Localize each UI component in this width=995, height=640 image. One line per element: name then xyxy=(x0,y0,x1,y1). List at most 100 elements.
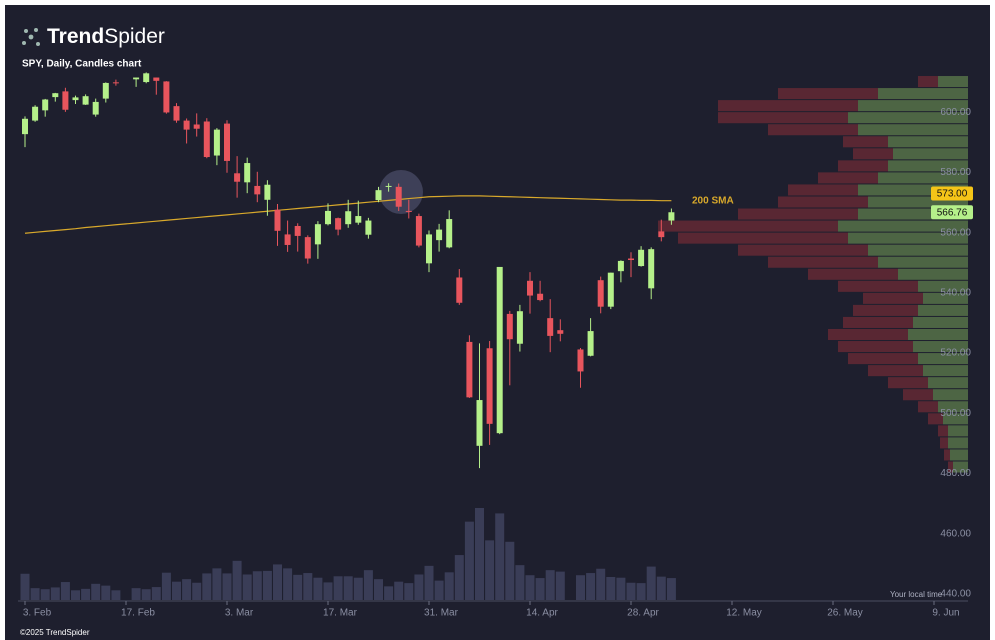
volume-bar xyxy=(414,574,424,600)
profile-down xyxy=(838,341,913,353)
candle-body xyxy=(62,91,69,110)
volume-bar xyxy=(434,580,444,600)
candle-body xyxy=(415,216,422,246)
volume-bar xyxy=(515,565,525,600)
profile-up xyxy=(898,268,968,280)
profile-down xyxy=(778,196,868,208)
volume-bar xyxy=(262,570,272,600)
profile-up xyxy=(923,292,968,304)
footer: ©2025 TrendSpider xyxy=(20,628,90,637)
volume-bar xyxy=(232,560,242,600)
sma-label: 200 SMA xyxy=(692,195,734,206)
profile-down xyxy=(918,76,938,88)
chart-title: SPY, Daily, Candles chart xyxy=(22,59,142,70)
profile-up xyxy=(878,88,968,100)
candle-body xyxy=(325,210,331,225)
y-tick-label: 520.00 xyxy=(940,348,971,359)
time-note: Your local time xyxy=(890,590,943,599)
profile-down xyxy=(928,413,943,425)
candle-body xyxy=(224,123,230,161)
profile-up xyxy=(933,389,968,401)
volume-bar xyxy=(606,577,616,600)
candle-body xyxy=(173,106,180,121)
profile-down xyxy=(778,88,878,100)
profile-up xyxy=(953,461,968,473)
profile-up xyxy=(923,365,968,377)
volume-bar xyxy=(131,588,141,600)
candle-body xyxy=(486,348,493,424)
candle-body xyxy=(466,341,473,398)
volume-bar xyxy=(374,579,383,600)
profile-up xyxy=(928,377,968,389)
candle-body xyxy=(395,186,402,207)
profile-up xyxy=(858,100,968,112)
volume-bar xyxy=(353,577,363,600)
profile-up xyxy=(888,160,968,172)
volume-bar xyxy=(252,571,262,600)
volume-bar xyxy=(40,589,50,600)
volume-bar xyxy=(475,508,484,600)
profile-up xyxy=(918,280,968,292)
profile-up xyxy=(868,244,968,256)
candle-body xyxy=(648,249,655,289)
y-tick-label: 560.00 xyxy=(940,227,971,238)
profile-down xyxy=(788,184,858,196)
profile-down xyxy=(738,208,858,220)
volume-bar xyxy=(394,581,404,600)
candle-body xyxy=(92,101,99,115)
profile-down xyxy=(658,220,838,232)
profile-up xyxy=(888,136,968,148)
candle-body xyxy=(516,311,523,344)
profile-down xyxy=(718,112,848,124)
candle-body xyxy=(355,216,362,223)
volume-bar xyxy=(151,587,161,600)
profile-down xyxy=(843,136,888,148)
candle-body xyxy=(385,185,392,187)
profile-down xyxy=(944,449,950,461)
profile-down xyxy=(808,268,898,280)
profile-down xyxy=(828,328,908,341)
candle-body xyxy=(112,82,119,84)
candle-body xyxy=(32,106,39,121)
profile-up xyxy=(938,76,968,88)
volume-bar xyxy=(111,590,121,600)
volume-bar xyxy=(646,566,656,600)
profile-down xyxy=(888,377,928,389)
volume-bar xyxy=(576,575,585,600)
x-tick-label: 9. Jun xyxy=(932,608,959,619)
profile-down xyxy=(853,304,918,316)
price-label: 573.00 xyxy=(937,189,968,200)
profile-down xyxy=(678,232,848,244)
candle-body xyxy=(668,212,675,221)
volume-bar xyxy=(343,576,353,600)
candle-body xyxy=(496,266,503,434)
profile-down xyxy=(738,244,868,256)
candle-body xyxy=(365,220,372,235)
volume-bar xyxy=(424,565,434,600)
candle-body xyxy=(476,400,483,446)
candle-body xyxy=(133,77,140,80)
profile-up xyxy=(878,172,968,184)
profile-up xyxy=(948,437,968,449)
x-tick-label: 28. Apr xyxy=(627,608,659,619)
candle-body xyxy=(547,318,554,336)
candle-body xyxy=(22,118,28,135)
candle-body xyxy=(82,96,89,105)
candle-body xyxy=(264,184,271,200)
volume-bar xyxy=(91,583,101,600)
candle-body xyxy=(284,234,291,245)
profile-up xyxy=(848,232,968,244)
volume-bar xyxy=(596,568,606,600)
profile-up xyxy=(950,449,968,461)
profile-up xyxy=(918,353,968,365)
candle-body xyxy=(607,272,614,307)
volume-bar xyxy=(192,582,202,600)
candle-body xyxy=(42,99,49,111)
volume-bar xyxy=(586,573,596,600)
price-label: 566.76 xyxy=(937,207,968,218)
volume-bar xyxy=(273,564,282,600)
candle-body xyxy=(102,82,109,99)
volume-bar xyxy=(202,573,212,600)
volume-bar xyxy=(222,573,232,600)
volume-bar xyxy=(141,589,151,600)
